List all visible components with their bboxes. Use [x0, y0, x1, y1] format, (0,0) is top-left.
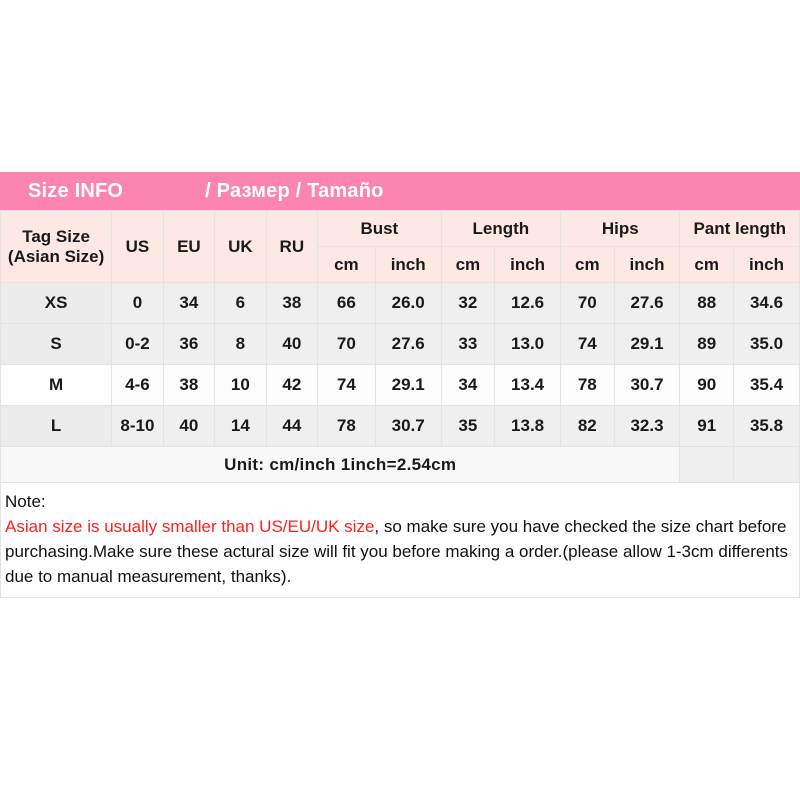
cell-ru: 40: [265, 323, 319, 365]
cell-hips-inch: 32.3: [613, 405, 681, 447]
header-eu: EU: [162, 210, 216, 283]
cell-ru: 42: [265, 364, 319, 406]
header-row-units: cm inch cm inch cm inch cm inch: [1, 246, 800, 283]
cell-length-cm: 33: [440, 323, 496, 365]
table-row: L 8-10 40 14 44 78 30.7 35 13.8 82 32.3 …: [0, 405, 800, 447]
header-hips-inch: inch: [613, 246, 681, 283]
table-row: M 4-6 38 10 42 74 29.1 34 13.4 78 30.7 9…: [0, 364, 800, 406]
cell-bust-cm: 70: [317, 323, 376, 365]
header-length-inch: inch: [494, 246, 562, 283]
cell-pant-cm: 89: [679, 323, 734, 365]
cell-length-cm: 32: [440, 282, 496, 324]
cell-pant-inch: 35.8: [732, 405, 800, 447]
cell-uk: 8: [214, 323, 267, 365]
cell-pant-cm: 90: [679, 364, 734, 406]
header-group-length: Length: [440, 210, 562, 247]
cell-bust-cm: 74: [317, 364, 376, 406]
cell-pant-cm: 91: [679, 405, 734, 447]
header-ru: RU: [265, 210, 319, 283]
table-row: S 0-2 36 8 40 70 27.6 33 13.0 74 29.1 89…: [0, 323, 800, 365]
note-label: Note:: [5, 492, 46, 511]
cell-hips-cm: 74: [560, 323, 615, 365]
chart-title-alt: / Размер / Tamaño: [205, 179, 384, 202]
header-uk: UK: [214, 210, 267, 283]
unit-note: Unit: cm/inch 1inch=2.54cm: [0, 446, 681, 483]
cell-pant-cm: 88: [679, 282, 734, 324]
header-pant-cm: cm: [679, 246, 734, 283]
cell-bust-inch: 29.1: [374, 364, 442, 406]
cell-uk: 14: [214, 405, 267, 447]
cell-uk: 10: [214, 364, 267, 406]
cell-bust-inch: 27.6: [374, 323, 442, 365]
cell-hips-cm: 82: [560, 405, 615, 447]
header-group-hips: Hips: [560, 210, 681, 247]
size-chart-container: Size INFO / Размер / Tamaño Tag Size (As…: [0, 172, 800, 598]
cell-pant-inch: 35.4: [732, 364, 800, 406]
note-body: Asian size is usually smaller than US/EU…: [5, 514, 795, 589]
cell-pant-inch: 35.0: [732, 323, 800, 365]
cell-bust-inch: 26.0: [374, 282, 442, 324]
cell-eu: 38: [162, 364, 216, 406]
header-pant-inch: inch: [732, 246, 800, 283]
cell-length-cm: 34: [440, 364, 496, 406]
cell-bust-cm: 66: [317, 282, 376, 324]
cell-us: 8-10: [111, 405, 164, 447]
unit-blank-cell-1: [679, 446, 734, 483]
cell-ru: 38: [265, 282, 319, 324]
cell-length-inch: 13.8: [494, 405, 562, 447]
header-length-cm: cm: [440, 246, 496, 283]
chart-title-bar: Size INFO / Размер / Tamaño: [0, 172, 800, 210]
cell-hips-cm: 70: [560, 282, 615, 324]
cell-length-inch: 13.0: [494, 323, 562, 365]
cell-hips-inch: 30.7: [613, 364, 681, 406]
cell-hips-inch: 27.6: [613, 282, 681, 324]
table-row: XS 0 34 6 38 66 26.0 32 12.6 70 27.6 88 …: [0, 282, 800, 324]
header-group-pant-length: Pant length: [679, 210, 800, 247]
cell-tag: L: [0, 405, 113, 447]
cell-length-inch: 12.6: [494, 282, 562, 324]
cell-bust-inch: 30.7: [374, 405, 442, 447]
cell-us: 0: [111, 282, 164, 324]
cell-hips-cm: 78: [560, 364, 615, 406]
cell-length-cm: 35: [440, 405, 496, 447]
header-us: US: [111, 210, 164, 283]
unit-blank-cell-2: [732, 446, 800, 483]
header-row-groups: Tag Size (Asian Size) US EU UK RU Bust L…: [0, 210, 800, 283]
note-box: Note: Asian size is usually smaller than…: [0, 483, 800, 598]
header-bust-cm: cm: [317, 246, 376, 283]
cell-tag: S: [0, 323, 113, 365]
note-black-text: , so make sure you have checked the size…: [5, 517, 789, 586]
cell-eu: 34: [162, 282, 216, 324]
header-group-bust: Bust: [317, 210, 442, 247]
header-hips-cm: cm: [560, 246, 615, 283]
cell-hips-inch: 29.1: [613, 323, 681, 365]
cell-length-inch: 13.4: [494, 364, 562, 406]
header-bust-inch: inch: [374, 246, 442, 283]
cell-ru: 44: [265, 405, 319, 447]
size-table: Tag Size (Asian Size) US EU UK RU Bust L…: [0, 210, 800, 483]
cell-uk: 6: [214, 282, 267, 324]
table-header: Tag Size (Asian Size) US EU UK RU Bust L…: [0, 210, 800, 283]
unit-row: Unit: cm/inch 1inch=2.54cm: [0, 446, 800, 483]
chart-title-main: Size INFO: [28, 179, 124, 202]
cell-eu: 36: [162, 323, 216, 365]
note-red-text: Asian size is usually smaller than US/EU…: [5, 517, 375, 536]
cell-eu: 40: [162, 405, 216, 447]
cell-tag: XS: [0, 282, 113, 324]
cell-bust-cm: 78: [317, 405, 376, 447]
cell-us: 0-2: [111, 323, 164, 365]
cell-pant-inch: 34.6: [732, 282, 800, 324]
cell-us: 4-6: [111, 364, 164, 406]
header-tag-size: Tag Size (Asian Size): [0, 210, 113, 283]
cell-tag: M: [0, 364, 113, 406]
table-body: XS 0 34 6 38 66 26.0 32 12.6 70 27.6 88 …: [0, 282, 800, 483]
